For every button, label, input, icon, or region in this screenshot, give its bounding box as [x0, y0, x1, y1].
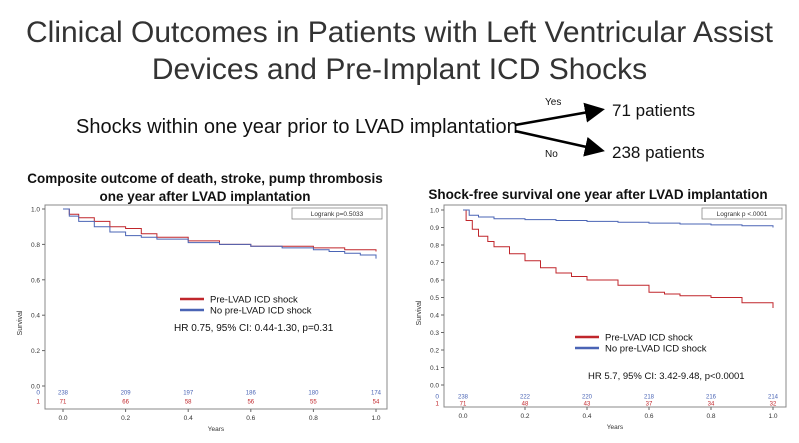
chart2-risk-no-shock: 214: [768, 395, 779, 401]
chart2-risk-no-shock: 218: [644, 395, 655, 401]
chart2-risk-label-1: 1: [435, 401, 439, 408]
chart2-title-line1: Shock-free survival one year after LVAD …: [428, 187, 768, 202]
chart1-risk-shock: 66: [122, 400, 129, 406]
chart1-risk-shock: 54: [373, 400, 380, 406]
chart2-risk-shock: 43: [584, 402, 591, 408]
yes-arrow: [514, 102, 605, 127]
chart1-logrank-box: [291, 207, 383, 220]
chart1-x-tick-label: 0.4: [184, 415, 193, 422]
chart2-risk-shock: 48: [522, 402, 529, 408]
chart1-risk-no-shock: 180: [308, 391, 319, 397]
chart1-risk-no-shock: 209: [121, 391, 132, 397]
chart1-km-plot: 0.0 0.2 0.4 0.6 0.8 1.0 0.0 0.2 0.4 0.6 0.8 1.0 Year…: [17, 204, 388, 433]
yes-label: Yes: [545, 97, 562, 108]
chart2-frame: [443, 204, 787, 408]
chart2-y-tick-label: 0.1: [430, 365, 439, 372]
chart1-title-line2: one year after LVAD implantation: [99, 189, 311, 204]
chart2-y-tick-label: 1.0: [430, 208, 439, 215]
chart2-y-tick-label: 0.8: [430, 243, 439, 250]
chart2-legend-label-no-shock: No pre-LVAD ICD shock: [605, 344, 707, 355]
chart1-risk-no-shock: 197: [183, 391, 194, 397]
chart1-title-line1: Composite outcome of death, stroke, pump…: [27, 171, 383, 186]
chart2-x-tick-label: 0.8: [706, 413, 715, 420]
chart2-title: Shock-free survival one year after LVAD …: [408, 186, 788, 204]
yes-count: 71 patients: [612, 101, 696, 120]
shock-question: Shocks within one year prior to LVAD imp…: [76, 116, 518, 138]
chart1-legend-label-shock: Pre-LVAD ICD shock: [210, 295, 298, 306]
chart2-y-tick-label: 0.5: [430, 295, 439, 302]
main-title-line1: Clinical Outcomes in Patients with Left …: [26, 16, 773, 49]
chart1-logrank-text: Logrank p=0.5033: [311, 211, 364, 218]
chart2-stat-text: HR 5.7, 95% CI: 3.42-9.48, p<0.0001: [588, 371, 745, 382]
chart1-y-tick-label: 0.2: [31, 348, 40, 355]
branch-arrows: [514, 102, 605, 157]
chart1-risk-no-shock: 174: [371, 391, 382, 397]
chart2-logrank-box: [701, 207, 783, 220]
chart1-risk-shock: 55: [310, 400, 317, 406]
chart1-x-axis-label: Years: [208, 426, 225, 433]
chart1-x-tick-label: 0.8: [309, 415, 318, 422]
chart2-risk-shock: 37: [646, 402, 653, 408]
chart1-risk-label-0: 0: [36, 390, 40, 397]
chart2-risk-no-shock: 222: [520, 395, 531, 401]
main-title-line2: Devices and Pre-Implant ICD Shocks: [151, 53, 648, 86]
chart1-x-tick-label: 1.0: [371, 415, 380, 422]
chart2-risk-shock: 34: [708, 402, 715, 408]
chart2-y-tick-label: 0.6: [430, 278, 439, 285]
chart2-y-axis-label: Survival: [416, 300, 423, 325]
chart2-risk-shock: 71: [460, 402, 467, 408]
chart1-stat-text: HR 0.75, 95% CI: 0.44-1.30, p=0.31: [174, 323, 334, 334]
chart2-risk-label-0: 0: [435, 394, 439, 401]
chart1-legend-label-no-shock: No pre-LVAD ICD shock: [210, 306, 312, 317]
chart1-risk-label-1: 1: [36, 399, 40, 406]
chart1-risk-shock: 58: [185, 400, 192, 406]
chart1-y-tick-label: 0.4: [31, 313, 40, 320]
chart2-y-tick-label: 0.7: [430, 260, 439, 267]
chart2-y-tick-label: 0.9: [430, 225, 439, 232]
chart2-x-tick-label: 0.0: [458, 413, 467, 420]
chart1-title: Composite outcome of death, stroke, pump…: [20, 170, 390, 206]
chart1-series-no-shock: [63, 208, 377, 259]
chart2-legend-label-shock: Pre-LVAD ICD shock: [605, 333, 693, 344]
chart1-x-tick-label: 0.2: [121, 415, 130, 422]
chart2-series-no-shock: [463, 209, 774, 228]
no-label: No: [545, 149, 558, 160]
chart2-risk-no-shock: 238: [458, 395, 469, 401]
chart1-y-tick-label: 0.8: [31, 242, 40, 249]
chart1-x-tick-label: 0.6: [246, 415, 255, 422]
chart2-x-tick-label: 0.6: [644, 413, 653, 420]
main-title: Clinical Outcomes in Patients with Left …: [0, 14, 799, 88]
chart2-logrank-text: Logrank p <.0001: [717, 211, 768, 218]
chart2-risk-shock: 32: [770, 402, 777, 408]
chart1-y-tick-label: 0.0: [31, 384, 40, 391]
chart2-y-tick-label: 0.4: [430, 313, 439, 320]
chart1-risk-no-shock: 238: [58, 391, 69, 397]
chart1-y-tick-label: 1.0: [31, 207, 40, 214]
chart1-risk-shock: 56: [247, 400, 254, 406]
chart1-frame: [44, 204, 388, 410]
chart2-x-tick-label: 0.4: [582, 413, 591, 420]
chart1-series-shock: [63, 208, 377, 252]
chart1-risk-shock: 71: [60, 400, 67, 406]
chart2-series-shock: [463, 209, 774, 308]
chart2-km-plot: 0.0 0.1 0.2 0.3 0.4 0.5 0.6 0.7 0.8 0.9 1.0 0.0 0.2 0…: [416, 204, 787, 431]
chart2-x-axis-label: Years: [607, 424, 624, 431]
chart2-risk-no-shock: 220: [582, 395, 593, 401]
chart2-x-tick-label: 0.2: [520, 413, 529, 420]
chart2-y-tick-label: 0.2: [430, 348, 439, 355]
chart1-risk-no-shock: 186: [246, 391, 257, 397]
chart2-risk-no-shock: 216: [706, 395, 717, 401]
chart2-x-tick-label: 1.0: [768, 413, 777, 420]
no-arrow: [514, 129, 605, 157]
chart2-y-tick-label: 0.0: [430, 383, 439, 390]
chart1-y-tick-label: 0.6: [31, 277, 40, 284]
chart1-y-axis-label: Survival: [17, 310, 24, 335]
chart1-x-tick-label: 0.0: [58, 415, 67, 422]
chart2-y-tick-label: 0.3: [430, 330, 439, 337]
no-count: 238 patients: [612, 143, 705, 162]
